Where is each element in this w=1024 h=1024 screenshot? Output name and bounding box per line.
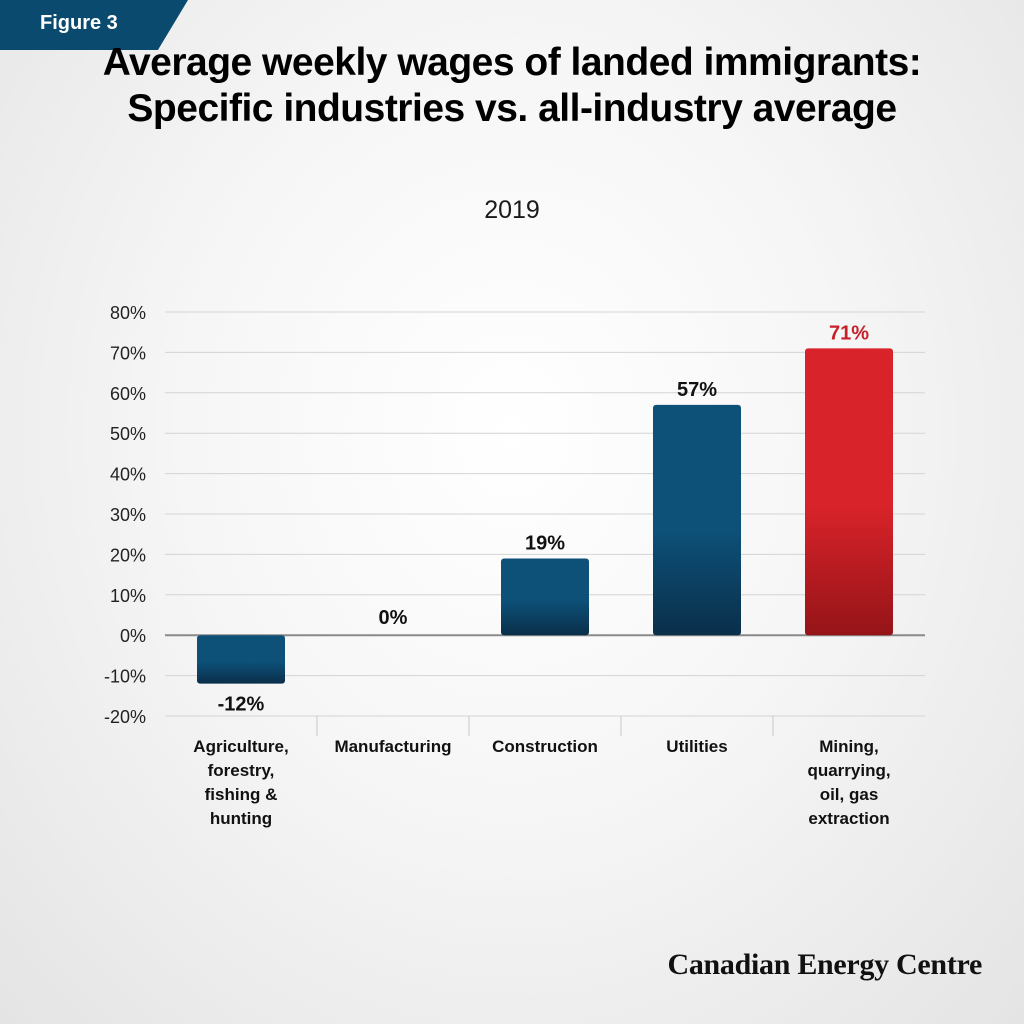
y-tick-label: 20% bbox=[110, 545, 146, 565]
data-label: 19% bbox=[525, 532, 565, 554]
x-tick-label: hunting bbox=[210, 809, 272, 828]
x-tick-label: Mining, bbox=[819, 737, 878, 756]
figure-label-tab: Figure 3 bbox=[0, 0, 188, 50]
y-tick-label: 0% bbox=[120, 626, 146, 646]
x-tick-label: forestry, bbox=[208, 761, 275, 780]
y-tick-label: 50% bbox=[110, 424, 146, 444]
y-tick-label: 70% bbox=[110, 343, 146, 363]
y-tick-label: -20% bbox=[104, 707, 146, 727]
chart-subtitle: 2019 bbox=[484, 196, 540, 224]
x-tick-label: Construction bbox=[492, 737, 598, 756]
data-label: 0% bbox=[379, 607, 408, 629]
x-tick-label: Agriculture, bbox=[193, 737, 288, 756]
figure-label: Figure 3 bbox=[40, 12, 118, 34]
x-tick-label: Manufacturing bbox=[334, 737, 451, 756]
y-tick-label: 80% bbox=[110, 303, 146, 323]
data-label: -12% bbox=[218, 694, 265, 716]
bar bbox=[501, 558, 589, 636]
x-tick-label: extraction bbox=[808, 809, 889, 828]
y-tick-label: 30% bbox=[110, 505, 146, 525]
y-tick-label: 10% bbox=[110, 586, 146, 606]
data-label: 57% bbox=[677, 379, 717, 401]
x-tick-label: Utilities bbox=[666, 737, 727, 756]
bar bbox=[653, 404, 741, 636]
x-tick-label: fishing & bbox=[205, 785, 278, 804]
y-tick-label: 40% bbox=[110, 465, 146, 485]
bar bbox=[805, 348, 893, 636]
x-tick-label: oil, gas bbox=[820, 785, 879, 804]
y-tick-label: -10% bbox=[104, 667, 146, 687]
data-label: 71% bbox=[829, 322, 869, 344]
brand-logo: Canadian Energy Centre bbox=[667, 948, 982, 981]
chart-title: Average weekly wages of landed immigrant… bbox=[102, 41, 922, 130]
x-tick-label: quarrying, bbox=[807, 761, 890, 780]
bar bbox=[197, 635, 285, 684]
y-tick-label: 60% bbox=[110, 384, 146, 404]
